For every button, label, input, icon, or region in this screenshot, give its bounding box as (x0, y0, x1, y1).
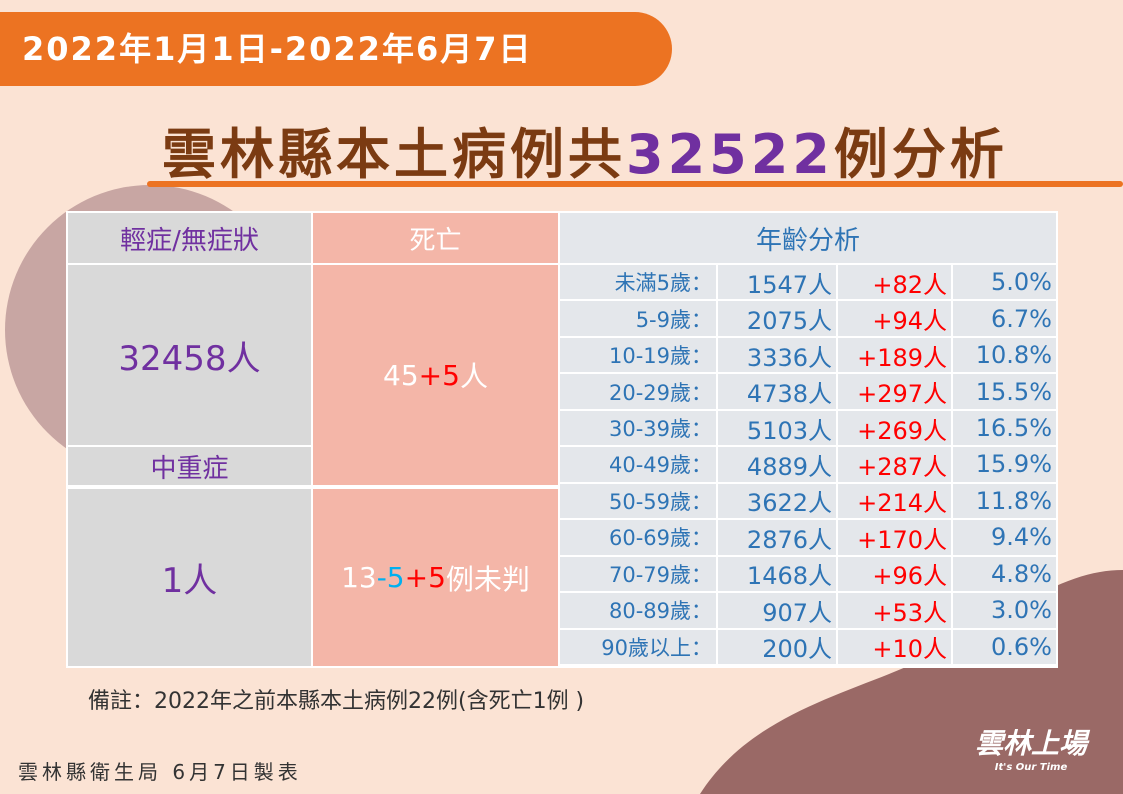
date-range: 2022年1月1日-2022年6月7日 (22, 30, 533, 68)
age-count: 1468人 (718, 556, 836, 592)
table: 輕症/無症狀 死亡 年齡分析 32458人 中重症 1人 45 +5 人 13 -5 +… (66, 211, 1058, 668)
age-label: 10-19歲： (560, 337, 716, 373)
title-suffix: 例分析 (833, 123, 1008, 186)
logo-tagline: It's Our Time (994, 762, 1068, 773)
age-count: 4738人 (718, 374, 836, 409)
death-undetermined: 例未判 (445, 562, 530, 596)
age-percent: 3.0% (953, 593, 1056, 628)
death-add: +5 (418, 358, 460, 392)
age-percent: 11.8% (953, 483, 1056, 519)
header-death: 死亡 (313, 213, 558, 263)
severe-count: 1人 (68, 489, 311, 666)
death-add: +5 (404, 561, 446, 594)
age-count: 3336人 (718, 337, 836, 373)
age-label: 30-39歲： (560, 410, 716, 446)
age-count: 1547人 (718, 265, 836, 300)
header-age: 年齡分析 (560, 213, 1056, 263)
age-increase: +297人 (838, 374, 951, 409)
age-label: 5-9歲： (560, 301, 716, 336)
age-increase: +53人 (838, 593, 951, 628)
age-label: 未滿5歲： (560, 265, 716, 300)
age-percent: 15.9% (953, 447, 1056, 482)
title: 雲林縣本土病例共32522例分析 (162, 110, 1008, 189)
age-increase: +269人 (838, 410, 951, 446)
age-label: 40-49歲： (560, 447, 716, 482)
age-increase: +96人 (838, 556, 951, 592)
mild-count: 32458人 (68, 265, 311, 445)
date-banner (0, 12, 672, 86)
deaths-severe: 13 -5 +5 例未判 (313, 489, 558, 666)
age-increase: +189人 (838, 337, 951, 373)
death-sub: -5 (376, 561, 405, 594)
age-increase: +287人 (838, 447, 951, 482)
age-percent: 0.6% (953, 629, 1056, 664)
age-count: 2075人 (718, 301, 836, 336)
logo: 雲林上場 It's Our Time (975, 722, 1087, 773)
severe-header: 中重症 (68, 447, 311, 485)
age-percent: 10.8% (953, 337, 1056, 373)
age-percent: 5.0% (953, 265, 1056, 300)
age-count: 5103人 (718, 410, 836, 446)
age-percent: 6.7% (953, 301, 1056, 336)
age-label: 60-69歲： (560, 520, 716, 555)
age-increase: +214人 (838, 483, 951, 519)
age-label: 80-89歲： (560, 593, 716, 628)
age-percent: 4.8% (953, 556, 1056, 592)
age-count: 907人 (718, 593, 836, 628)
deaths-mild: 45 +5 人 (313, 265, 558, 485)
age-percent: 9.4% (953, 520, 1056, 555)
age-count: 200人 (718, 629, 836, 664)
footer: 雲林縣衛生局 6月7日製表 (18, 760, 302, 784)
title-prefix: 雲林縣本土病例共 (162, 123, 626, 186)
title-underline (147, 181, 1123, 187)
age-count: 2876人 (718, 520, 836, 555)
death-unit: 人 (459, 360, 488, 393)
age-percent: 16.5% (953, 410, 1056, 446)
age-count: 3622人 (718, 483, 836, 519)
age-percent: 15.5% (953, 374, 1056, 409)
age-increase: +10人 (838, 629, 951, 664)
logo-name: 雲林上場 (975, 727, 1088, 760)
note: 備註：2022年之前本縣本土病例22例(含死亡1例 ) (88, 689, 585, 714)
death-base: 45 (383, 358, 419, 392)
age-increase: +82人 (838, 265, 951, 300)
age-count: 4889人 (718, 447, 836, 482)
header-mild: 輕症/無症狀 (68, 213, 311, 263)
age-label: 90歲以上： (560, 629, 716, 664)
age-label: 20-29歲： (560, 374, 716, 409)
title-total: 32522 (626, 123, 834, 186)
death-base: 13 (341, 561, 377, 594)
age-label: 50-59歲： (560, 483, 716, 519)
age-label: 70-79歲： (560, 556, 716, 592)
age-increase: +170人 (838, 520, 951, 555)
age-increase: +94人 (838, 301, 951, 336)
